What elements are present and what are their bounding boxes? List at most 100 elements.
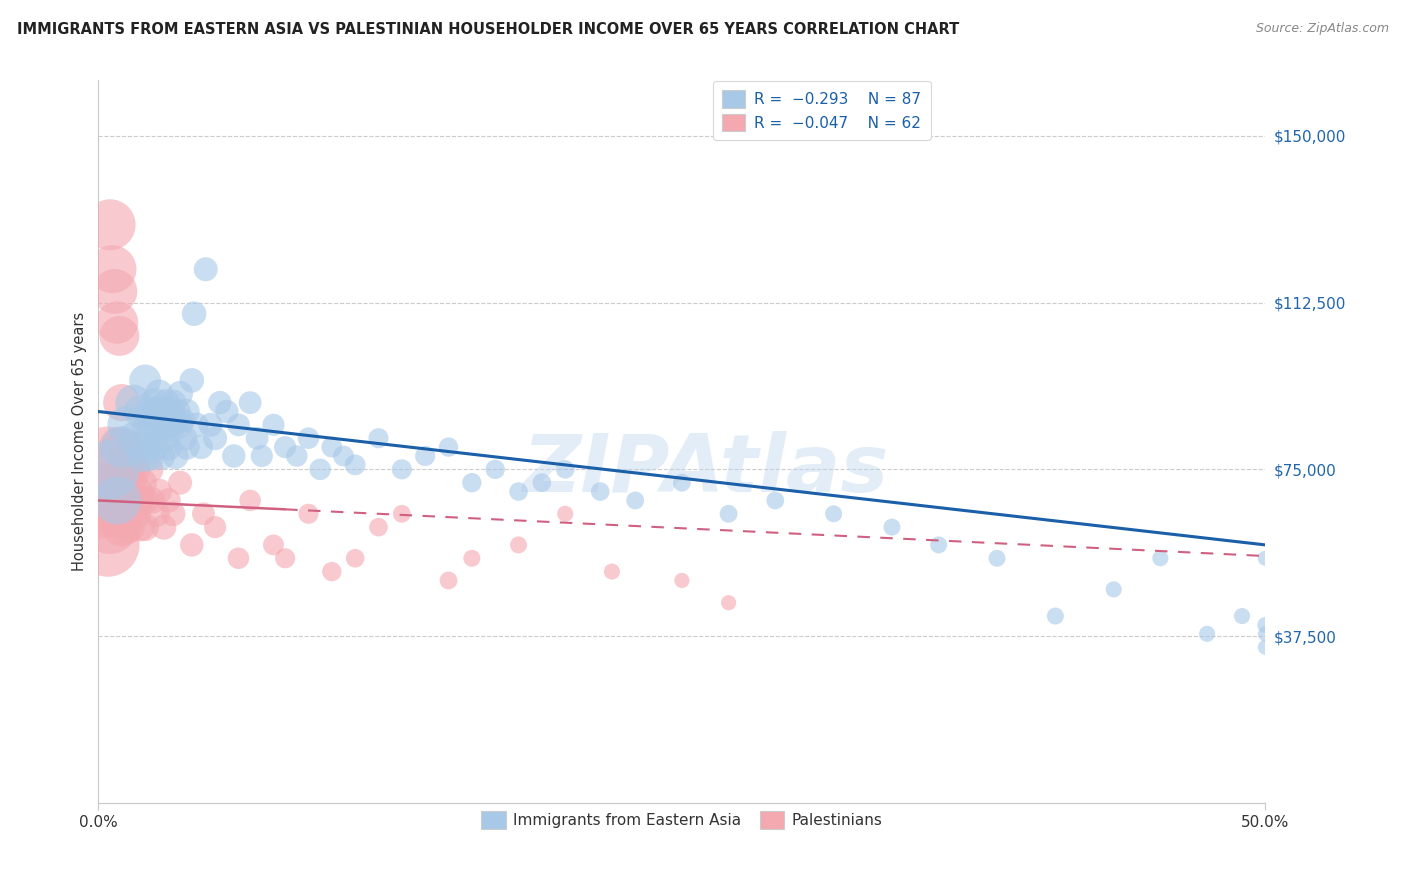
- Point: [1195, 627, 1218, 641]
- Point: [139, 404, 162, 418]
- Point: [155, 395, 177, 409]
- Point: [200, 417, 222, 432]
- Point: [97, 538, 120, 552]
- Point: [194, 262, 217, 277]
- Point: [484, 462, 506, 476]
- Point: [162, 507, 184, 521]
- Point: [105, 316, 128, 330]
- Point: [246, 431, 269, 445]
- Point: [122, 395, 145, 409]
- Point: [193, 507, 215, 521]
- Point: [146, 507, 169, 521]
- Point: [215, 404, 238, 418]
- Point: [1254, 627, 1277, 641]
- Point: [554, 462, 576, 476]
- Point: [717, 507, 740, 521]
- Point: [239, 395, 262, 409]
- Point: [172, 413, 194, 427]
- Point: [125, 462, 148, 476]
- Point: [136, 417, 159, 432]
- Point: [134, 493, 156, 508]
- Point: [120, 475, 142, 490]
- Point: [122, 449, 145, 463]
- Point: [344, 458, 367, 472]
- Point: [141, 493, 163, 508]
- Point: [104, 285, 127, 299]
- Point: [332, 449, 354, 463]
- Point: [148, 484, 170, 499]
- Point: [508, 538, 530, 552]
- Point: [134, 520, 156, 534]
- Point: [180, 538, 202, 552]
- Point: [139, 449, 162, 463]
- Point: [148, 422, 170, 436]
- Point: [97, 449, 120, 463]
- Point: [157, 440, 180, 454]
- Point: [143, 395, 166, 409]
- Point: [309, 462, 332, 476]
- Point: [143, 440, 166, 454]
- Point: [108, 440, 131, 454]
- Text: Source: ZipAtlas.com: Source: ZipAtlas.com: [1256, 22, 1389, 36]
- Point: [413, 449, 436, 463]
- Point: [228, 551, 250, 566]
- Point: [108, 329, 131, 343]
- Point: [157, 417, 180, 432]
- Point: [104, 507, 127, 521]
- Point: [1254, 618, 1277, 632]
- Point: [717, 596, 740, 610]
- Point: [101, 493, 124, 508]
- Point: [98, 520, 121, 534]
- Point: [183, 307, 205, 321]
- Point: [105, 493, 128, 508]
- Point: [159, 422, 181, 436]
- Point: [671, 574, 693, 588]
- Point: [600, 565, 623, 579]
- Point: [148, 386, 170, 401]
- Point: [928, 538, 950, 552]
- Point: [115, 507, 138, 521]
- Point: [94, 475, 117, 490]
- Point: [98, 462, 121, 476]
- Point: [262, 417, 284, 432]
- Point: [763, 493, 786, 508]
- Legend: Immigrants from Eastern Asia, Palestinians: Immigrants from Eastern Asia, Palestinia…: [475, 805, 889, 835]
- Point: [169, 417, 191, 432]
- Point: [228, 417, 250, 432]
- Point: [285, 449, 308, 463]
- Point: [986, 551, 1008, 566]
- Point: [146, 404, 169, 418]
- Point: [169, 386, 191, 401]
- Point: [159, 404, 181, 418]
- Point: [530, 475, 553, 490]
- Point: [437, 440, 460, 454]
- Text: ZIPAtlas: ZIPAtlas: [522, 432, 889, 509]
- Point: [91, 493, 114, 508]
- Point: [1149, 551, 1171, 566]
- Point: [437, 574, 460, 588]
- Point: [508, 484, 530, 499]
- Point: [125, 507, 148, 521]
- Point: [111, 440, 134, 454]
- Point: [162, 395, 184, 409]
- Point: [169, 475, 191, 490]
- Point: [180, 373, 202, 387]
- Point: [1045, 609, 1067, 624]
- Point: [880, 520, 903, 534]
- Point: [132, 475, 155, 490]
- Point: [115, 449, 138, 463]
- Point: [262, 538, 284, 552]
- Point: [125, 431, 148, 445]
- Y-axis label: Householder Income Over 65 years: Householder Income Over 65 years: [72, 312, 87, 571]
- Point: [1230, 609, 1253, 624]
- Point: [461, 551, 484, 566]
- Point: [321, 440, 343, 454]
- Point: [823, 507, 845, 521]
- Point: [1254, 551, 1277, 566]
- Point: [624, 493, 647, 508]
- Point: [204, 431, 226, 445]
- Point: [589, 484, 612, 499]
- Point: [297, 431, 319, 445]
- Point: [112, 493, 135, 508]
- Point: [111, 520, 134, 534]
